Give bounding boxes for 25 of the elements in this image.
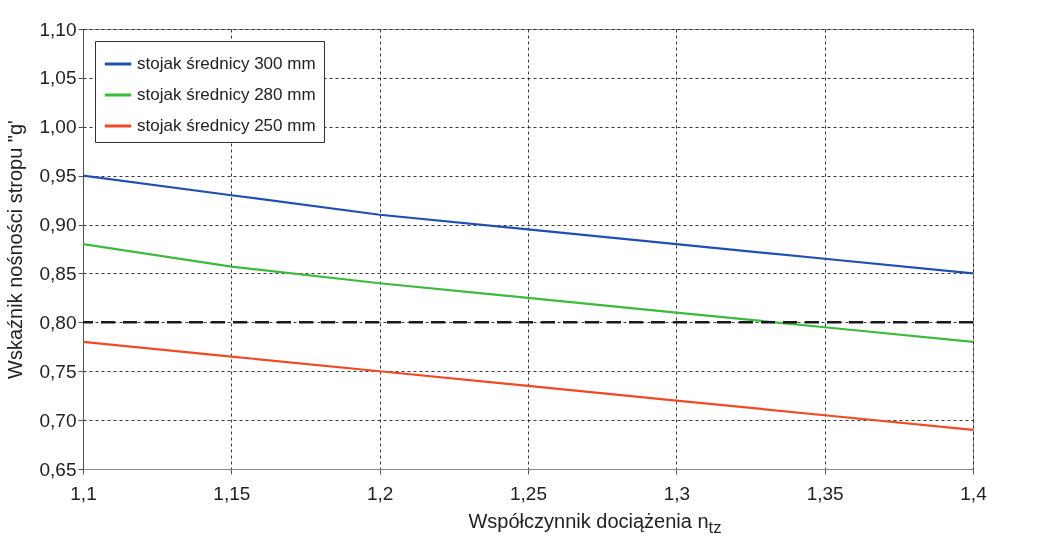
y-axis-title: Wskaźnik nośności stropu "g'	[3, 120, 26, 379]
x-tick-label: 1,4	[960, 482, 988, 504]
x-tick-label: 1,25	[510, 482, 547, 504]
y-tick-label: 0,85	[39, 262, 77, 284]
y-tick-label: 0,75	[39, 360, 77, 382]
x-tick-label: 1,3	[663, 482, 691, 504]
y-tick-label: 1,10	[39, 18, 77, 40]
x-axis-title: Współczynnik dociążenia n$_{tz}$	[467, 510, 723, 538]
y-tick-label: 0,90	[39, 214, 77, 236]
line-series	[83, 174, 973, 275]
y-tick-label: 1,05	[39, 67, 77, 89]
x-tick-label: 1,15	[213, 482, 251, 504]
x-tick-label: 1,2	[366, 482, 394, 504]
y-tick-label: 0,80	[39, 311, 77, 333]
line-series	[83, 340, 973, 431]
legend-label: stojak średnicy 280 mm	[137, 85, 316, 104]
line-series	[83, 243, 973, 343]
y-tick-label: 0,95	[39, 165, 77, 187]
legend-label: stojak średnicy 300 mm	[137, 54, 316, 73]
x-tick-label: 1,35	[806, 482, 844, 504]
legend-label: stojak średnicy 250 mm	[137, 116, 316, 135]
y-tick-label: 1,00	[39, 116, 77, 138]
y-tick-label: 0,70	[39, 409, 77, 431]
x-tick-label: 1,1	[70, 482, 97, 504]
y-tick-label: 0,65	[39, 458, 77, 480]
